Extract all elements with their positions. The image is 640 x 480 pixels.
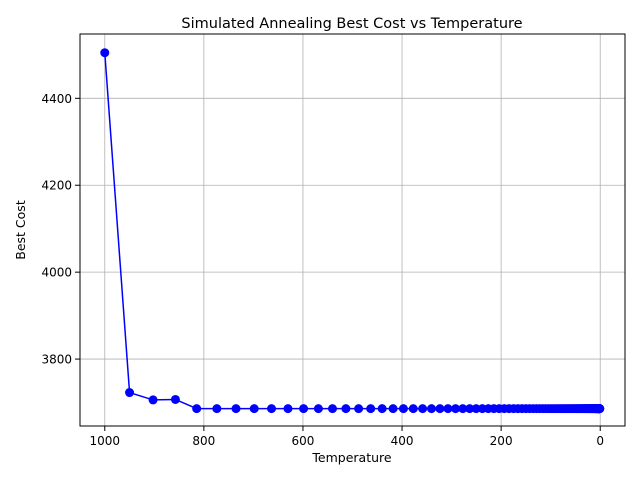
- data-point: [443, 404, 453, 414]
- data-point: [458, 404, 468, 414]
- x-tick-label: 0: [596, 434, 604, 448]
- data-point: [471, 404, 481, 414]
- data-point: [388, 404, 398, 414]
- x-tick-label: 400: [391, 434, 414, 448]
- data-point: [148, 395, 158, 405]
- data-point: [354, 404, 364, 414]
- data-point: [451, 404, 461, 414]
- data-point: [192, 404, 202, 414]
- data-point: [100, 48, 110, 58]
- y-tick-label: 3800: [41, 353, 72, 367]
- y-tick-label: 4400: [41, 92, 72, 106]
- data-point: [170, 394, 180, 404]
- data-point: [212, 404, 222, 414]
- data-point: [328, 404, 337, 414]
- y-tick-label: 4200: [41, 179, 72, 193]
- y-tick-label: 4000: [41, 266, 72, 280]
- data-point: [465, 404, 475, 414]
- data-point: [249, 404, 259, 414]
- chart-title: Simulated Annealing Best Cost vs Tempera…: [181, 16, 522, 32]
- data-point: [267, 404, 277, 414]
- data-point: [595, 404, 605, 414]
- x-tick-label: 200: [490, 434, 513, 448]
- x-axis-label: Temperature: [311, 450, 391, 465]
- data-point: [341, 404, 351, 414]
- data-point: [435, 404, 445, 414]
- grid: [80, 34, 625, 426]
- data-point: [366, 404, 376, 414]
- data-point: [313, 404, 323, 414]
- data-point: [299, 404, 309, 414]
- series-line: [104, 52, 600, 410]
- data-point: [125, 388, 135, 398]
- y-axis-label: Best Cost: [13, 200, 28, 260]
- data-point: [426, 404, 436, 414]
- x-tick-label: 1000: [89, 434, 120, 448]
- data-point: [408, 404, 418, 414]
- x-tick-label: 800: [192, 434, 215, 448]
- plot-frame: [79, 33, 626, 427]
- data-point: [398, 404, 408, 414]
- x-axis-ticks: 1000 800 600 400 200 0: [89, 426, 604, 448]
- data-point: [283, 404, 293, 414]
- data-point: [418, 404, 428, 414]
- data-point: [377, 404, 387, 414]
- y-axis-ticks: 3800 4000 4200 4400: [41, 92, 80, 367]
- series-layer: [100, 48, 605, 414]
- x-tick-label: 600: [292, 434, 315, 448]
- data-point: [231, 404, 241, 414]
